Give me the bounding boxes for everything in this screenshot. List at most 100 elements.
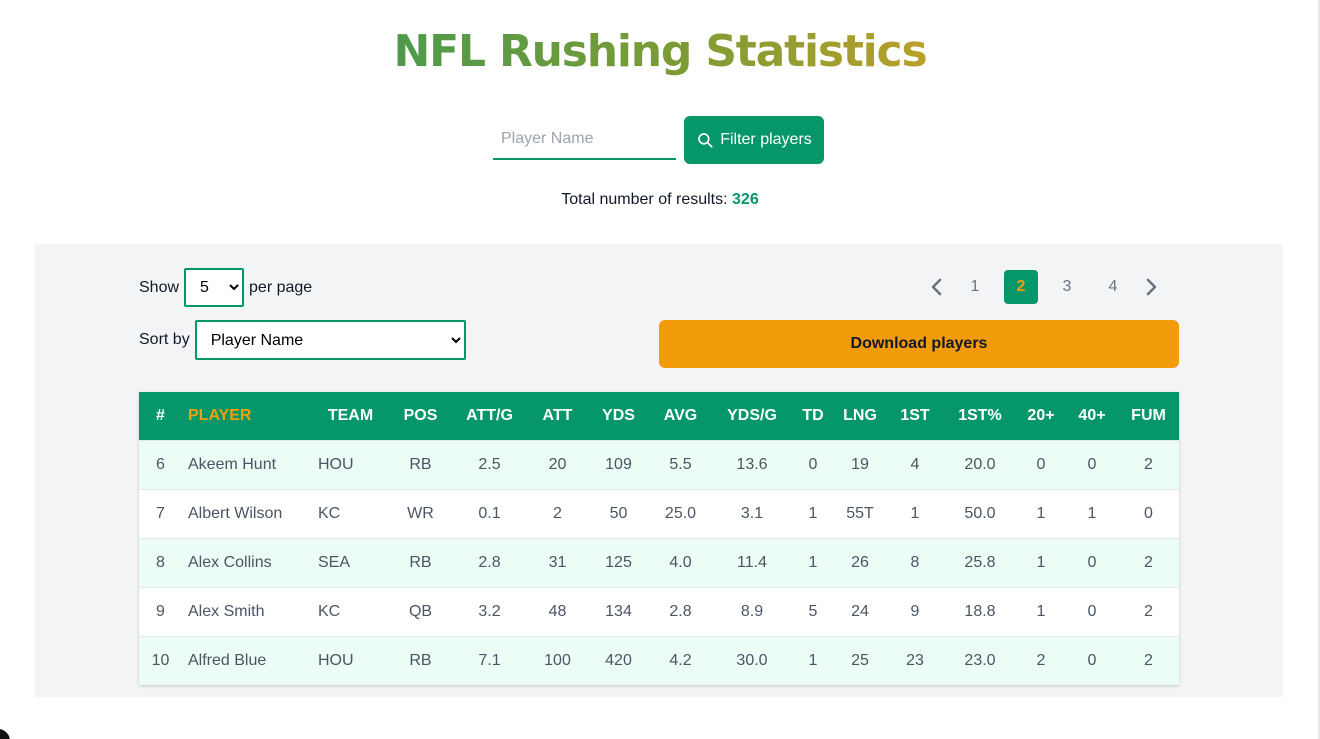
cell-1st-pct: 25.8 [964, 553, 996, 571]
page-1-button[interactable]: 1 [970, 278, 980, 295]
cell-avg: 4.2 [669, 651, 692, 669]
cell-fum: 2 [1144, 651, 1153, 669]
cell-yds: 125 [605, 553, 632, 571]
page-2-button[interactable]: 2 [1004, 270, 1038, 304]
cell-att-g: 3.2 [478, 602, 501, 620]
cell-yds-g: 3.1 [740, 504, 764, 522]
cell-avg: 5.5 [669, 455, 692, 473]
sort-control: Sort by Player Name [139, 320, 466, 360]
cell-td: 1 [808, 651, 818, 669]
cell-20-plus: 2 [1036, 651, 1046, 669]
cell-att: 20 [548, 455, 567, 473]
cell-fum: 2 [1144, 602, 1153, 620]
header-att-g[interactable]: ATT/G [466, 406, 513, 424]
cell-1st: 1 [910, 504, 920, 522]
chevron-right-icon[interactable] [1136, 270, 1166, 304]
cell-att: 100 [544, 651, 571, 669]
cell-att-g: 0.1 [478, 504, 501, 522]
header-lng[interactable]: LNG [843, 406, 877, 424]
cell-1st-pct: 50.0 [964, 504, 996, 522]
cell-yds: 134 [605, 602, 632, 620]
header-rank[interactable]: # [156, 406, 165, 424]
table-row: 6 Akeem Hunt HOU RB 2.5 20 109 5.5 13.6 … [139, 440, 1179, 489]
cell-td: 1 [808, 553, 818, 571]
download-players-button[interactable]: Download players [659, 320, 1179, 368]
header-avg[interactable]: AVG [663, 406, 698, 424]
cell-yds: 50 [609, 504, 628, 522]
cell-player: Alex Smith [188, 602, 265, 620]
header-1st[interactable]: 1ST [900, 406, 930, 424]
header-pos[interactable]: POS [403, 406, 438, 424]
cell-1st: 4 [910, 455, 920, 473]
per-page-select[interactable]: 5 [184, 268, 245, 307]
chevron-left-icon[interactable] [922, 270, 952, 304]
cell-40-plus: 0 [1087, 602, 1097, 620]
header-player[interactable]: PLAYER [188, 406, 252, 424]
header-td[interactable]: TD [802, 406, 824, 424]
cell-rank: 8 [156, 553, 165, 571]
cell-1st-pct: 20.0 [964, 455, 996, 473]
per-page-label: per page [249, 278, 313, 296]
table-row: 9 Alex Smith KC QB 3.2 48 134 2.8 8.9 5 … [139, 587, 1179, 636]
cell-yds: 420 [605, 651, 632, 669]
cell-pos: RB [409, 553, 432, 571]
cell-att-g: 2.8 [478, 553, 501, 571]
cell-fum: 0 [1144, 504, 1153, 522]
cell-td: 0 [808, 455, 818, 473]
cell-40-plus: 0 [1087, 651, 1097, 669]
cell-player: Albert Wilson [188, 504, 283, 522]
cell-1st: 8 [910, 553, 920, 571]
table-header-row: # PLAYER TEAM POS ATT/G ATT YDS AVG YDS/… [139, 392, 1179, 440]
player-name-input[interactable] [493, 120, 676, 160]
cell-avg: 25.0 [664, 504, 697, 522]
header-1st-pct[interactable]: 1ST% [958, 406, 1002, 424]
cell-team: KC [318, 602, 341, 620]
cell-rank: 7 [156, 504, 165, 522]
cell-att: 48 [548, 602, 567, 620]
cell-avg: 4.0 [669, 553, 692, 571]
cell-1st: 9 [910, 602, 920, 620]
cell-lng: 25 [851, 651, 869, 669]
cell-20-plus: 1 [1036, 553, 1046, 571]
header-40-plus[interactable]: 40+ [1078, 406, 1106, 424]
cell-team: KC [318, 504, 341, 522]
cell-rank: 6 [156, 455, 165, 473]
header-yds-g[interactable]: YDS/G [727, 406, 777, 424]
table-row: 7 Albert Wilson KC WR 0.1 2 50 25.0 3.1 … [139, 489, 1179, 538]
cell-yds-g: 8.9 [740, 602, 764, 620]
window-corner [0, 729, 10, 739]
sort-select[interactable]: Player Name [194, 320, 466, 360]
results-label: Total number of results: [561, 191, 728, 208]
header-team[interactable]: TEAM [327, 406, 374, 424]
cell-avg: 2.8 [669, 602, 692, 620]
stats-panel [35, 244, 1283, 697]
search-icon [698, 133, 713, 148]
per-page-control: Show 5 per page [139, 268, 312, 307]
cell-40-plus: 1 [1087, 504, 1097, 522]
header-fum[interactable]: FUM [1131, 406, 1166, 424]
cell-40-plus: 0 [1087, 455, 1097, 473]
table-row: 8 Alex Collins SEA RB 2.8 31 125 4.0 11.… [139, 538, 1179, 587]
cell-lng: 19 [851, 455, 869, 473]
cell-rank: 10 [151, 651, 170, 669]
header-yds[interactable]: YDS [602, 406, 635, 424]
cell-1st-pct: 23.0 [964, 651, 996, 669]
results-summary: Total number of results: 326 [0, 191, 1320, 209]
cell-pos: RB [409, 455, 432, 473]
cell-yds-g: 13.6 [736, 455, 768, 473]
page-4-button[interactable]: 4 [1108, 278, 1118, 295]
cell-lng: 24 [851, 602, 869, 620]
cell-rank: 9 [156, 602, 165, 620]
page-3-button[interactable]: 3 [1062, 278, 1072, 295]
cell-att-g: 2.5 [478, 455, 501, 473]
header-20-plus[interactable]: 20+ [1027, 406, 1055, 424]
filter-players-button[interactable]: Filter players [684, 116, 824, 164]
cell-att-g: 7.1 [478, 651, 501, 669]
cell-att: 31 [548, 553, 567, 571]
cell-yds-g: 30.0 [736, 651, 768, 669]
cell-att: 2 [553, 504, 562, 522]
cell-lng: 26 [851, 553, 869, 571]
header-att[interactable]: ATT [542, 406, 573, 424]
cell-team: HOU [318, 651, 354, 669]
cell-player: Akeem Hunt [188, 455, 277, 473]
